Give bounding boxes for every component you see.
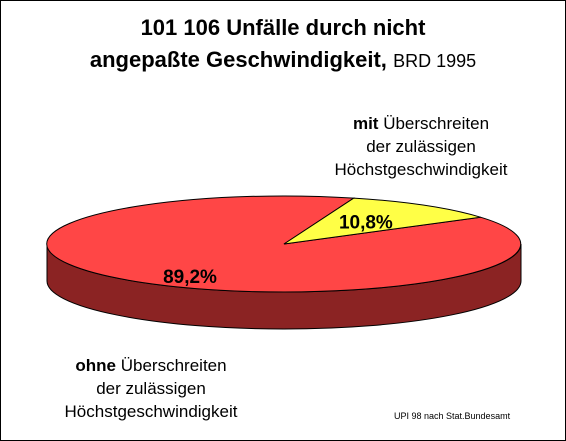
callout-without-speeding: ohne Überschreiten der zulässigen Höchst… xyxy=(21,354,281,423)
callout-without-line-3: Höchstgeschwindigkeit xyxy=(64,402,238,421)
callout-without-lead: ohne xyxy=(75,356,117,375)
callout-without-line-1-rest: Überschreiten xyxy=(120,356,227,375)
callout-with-line-3: Höchstgeschwindigkeit xyxy=(334,160,508,179)
callout-with-line-2: der zulässigen xyxy=(366,137,476,156)
slice-label-small: 10,8% xyxy=(339,213,393,234)
pie-slice-small xyxy=(283,197,481,245)
slice-label-large: 89,2% xyxy=(163,267,217,288)
chart-title-line-1: 101 106 Unfälle durch nicht xyxy=(140,15,426,40)
callout-without-line-1: ohne Überschreiten xyxy=(21,354,281,377)
callout-with-speeding: mit Überschreiten der zulässigen Höchstg… xyxy=(291,112,551,181)
callout-with-line-1: mit Überschreiten xyxy=(291,112,551,135)
callout-with-lead: mit xyxy=(352,114,379,133)
pie-slice-large xyxy=(46,195,522,293)
source-note: UPI 98 nach Stat.Bundesamt xyxy=(394,411,511,421)
chart-title-line-2-main: angepaßte Geschwindigkeit, xyxy=(89,47,387,72)
chart-title-year: BRD 1995 xyxy=(393,51,477,71)
chart-title-line-2: angepaßte Geschwindigkeit, BRD 1995 xyxy=(1,47,565,73)
callout-without-line-2: der zulässigen xyxy=(96,379,206,398)
callout-with-line-1-rest: Überschreiten xyxy=(383,114,490,133)
